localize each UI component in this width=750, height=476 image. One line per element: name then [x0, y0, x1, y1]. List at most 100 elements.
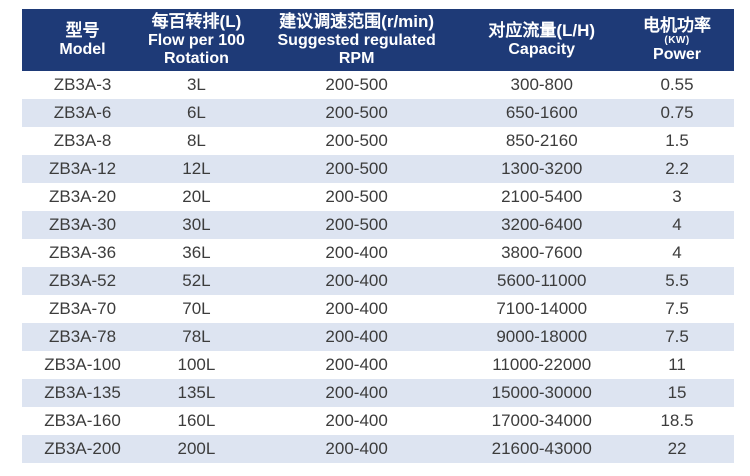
column-header-model-zh: 型号: [65, 21, 100, 40]
table-cell: 200-500: [249, 211, 464, 239]
table-cell: 160L: [143, 407, 250, 435]
table-row: ZB3A-200 200L 200-400 21600-43000 22: [22, 435, 734, 463]
table-cell: 4: [620, 239, 734, 267]
table-cell: ZB3A-30: [22, 211, 144, 239]
table-cell: 650-1600: [463, 99, 621, 127]
table-row: ZB3A-20 20L 200-500 2100-5400 3: [22, 183, 734, 211]
table-cell: ZB3A-78: [22, 323, 144, 351]
table-cell: 200-500: [249, 99, 464, 127]
table-cell: 2100-5400: [463, 183, 621, 211]
column-header-rpm-en2: RPM: [338, 50, 375, 67]
table-row: ZB3A-135 135L 200-400 15000-30000 15: [22, 379, 734, 407]
column-header-flow-en2: Rotation: [163, 50, 229, 67]
table-cell: 5600-11000: [463, 267, 621, 295]
table-row: ZB3A-70 70L 200-400 7100-14000 7.5: [22, 295, 734, 323]
column-header-power-en: Power: [653, 46, 702, 63]
table-cell: 200-400: [249, 435, 464, 463]
table-cell: 200-500: [249, 183, 464, 211]
table-cell: 78L: [143, 323, 250, 351]
column-header-flow-en1: Flow per 100: [147, 32, 245, 49]
table-cell: 200-500: [249, 127, 464, 155]
table-cell: 7.5: [620, 323, 734, 351]
table-cell: 200-500: [249, 71, 464, 99]
table-cell: 850-2160: [463, 127, 621, 155]
table-cell: 36L: [143, 239, 250, 267]
table-row: ZB3A-78 78L 200-400 9000-18000 7.5: [22, 323, 734, 351]
table-cell: 200-400: [249, 295, 464, 323]
table-cell: 1300-3200: [463, 155, 621, 183]
table-cell: 4: [620, 211, 734, 239]
table-cell: ZB3A-135: [22, 379, 144, 407]
table-cell: 200-400: [249, 323, 464, 351]
column-header-rpm-en1: Suggested regulated: [277, 32, 436, 49]
column-header-capacity-zh: 对应流量(L/H): [488, 21, 596, 40]
column-header-rpm-zh: 建议调速范围(r/min): [279, 12, 435, 31]
table-cell: 9000-18000: [463, 323, 621, 351]
table-row: ZB3A-52 52L 200-400 5600-11000 5.5: [22, 267, 734, 295]
table-cell: 17000-34000: [463, 407, 621, 435]
header-row: 型号 Model 每百转排(L) Flow per 100 Rotation 建…: [22, 9, 734, 71]
table-cell: ZB3A-3: [22, 71, 144, 99]
table-cell: 70L: [143, 295, 250, 323]
column-header-capacity-en: Capacity: [508, 41, 576, 58]
table-cell: 52L: [143, 267, 250, 295]
table-cell: 15000-30000: [463, 379, 621, 407]
table-cell: 300-800: [463, 71, 621, 99]
table-cell: 200-500: [249, 155, 464, 183]
table-cell: 12L: [143, 155, 250, 183]
table-cell: 22: [620, 435, 734, 463]
pump-spec-table: 型号 Model 每百转排(L) Flow per 100 Rotation 建…: [22, 9, 734, 463]
column-header-power: 电机功率 (KW) Power: [620, 9, 734, 71]
table-row: ZB3A-100 100L 200-400 11000-22000 11: [22, 351, 734, 379]
table-cell: ZB3A-160: [22, 407, 144, 435]
table-cell: ZB3A-6: [22, 99, 144, 127]
table-cell: 200-400: [249, 407, 464, 435]
table-row: ZB3A-3 3L 200-500 300-800 0.55: [22, 71, 734, 99]
table-body: ZB3A-3 3L 200-500 300-800 0.55 ZB3A-6 6L 200-50…: [22, 71, 734, 463]
table-row: ZB3A-36 36L 200-400 3800-7600 4: [22, 239, 734, 267]
table-row: ZB3A-6 6L 200-500 650-1600 0.75: [22, 99, 734, 127]
table-cell: 0.55: [620, 71, 734, 99]
table-cell: ZB3A-36: [22, 239, 144, 267]
table-cell: ZB3A-12: [22, 155, 144, 183]
table-cell: ZB3A-70: [22, 295, 144, 323]
table-cell: 200-400: [249, 239, 464, 267]
table-cell: 135L: [143, 379, 250, 407]
table-cell: 20L: [143, 183, 250, 211]
table-cell: 200-400: [249, 379, 464, 407]
table-cell: ZB3A-100: [22, 351, 144, 379]
column-header-model-en: Model: [59, 41, 106, 58]
table-cell: 7.5: [620, 295, 734, 323]
column-header-power-unit: (KW): [664, 35, 690, 46]
column-header-capacity: 对应流量(L/H) Capacity: [463, 9, 621, 71]
table-cell: ZB3A-20: [22, 183, 144, 211]
table-cell: 11000-22000: [463, 351, 621, 379]
table-row: ZB3A-30 30L 200-500 3200-6400 4: [22, 211, 734, 239]
table-row: ZB3A-12 12L 200-500 1300-3200 2.2: [22, 155, 734, 183]
table-cell: 11: [620, 351, 734, 379]
table-cell: 200L: [143, 435, 250, 463]
column-header-power-zh: 电机功率: [643, 16, 712, 35]
table-cell: 3: [620, 183, 734, 211]
table-row: ZB3A-160 160L 200-400 17000-34000 18.5: [22, 407, 734, 435]
column-header-rpm: 建议调速范围(r/min) Suggested regulated RPM: [249, 9, 464, 71]
table-cell: 8L: [143, 127, 250, 155]
table-cell: 200-400: [249, 351, 464, 379]
table-cell: 100L: [143, 351, 250, 379]
column-header-flow-zh: 每百转排(L): [151, 12, 242, 31]
table-cell: 21600-43000: [463, 435, 621, 463]
table-cell: 0.75: [620, 99, 734, 127]
table-cell: 30L: [143, 211, 250, 239]
table-cell: 15: [620, 379, 734, 407]
table-cell: 3L: [143, 71, 250, 99]
table-header: 型号 Model 每百转排(L) Flow per 100 Rotation 建…: [22, 9, 734, 71]
table-cell: ZB3A-52: [22, 267, 144, 295]
table-cell: ZB3A-200: [22, 435, 144, 463]
table-cell: 1.5: [620, 127, 734, 155]
table-cell: ZB3A-8: [22, 127, 144, 155]
column-header-model: 型号 Model: [22, 9, 144, 71]
table-cell: 18.5: [620, 407, 734, 435]
table-row: ZB3A-8 8L 200-500 850-2160 1.5: [22, 127, 734, 155]
table-cell: 6L: [143, 99, 250, 127]
